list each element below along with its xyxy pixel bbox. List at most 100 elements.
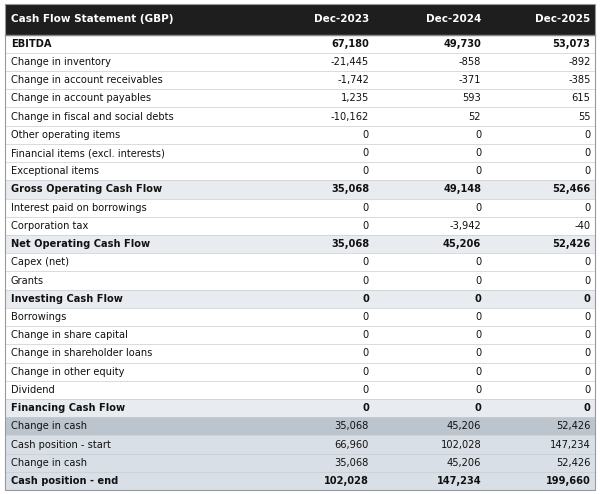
Bar xyxy=(5,381,595,399)
Text: 52: 52 xyxy=(469,112,481,122)
Text: 67,180: 67,180 xyxy=(331,39,369,49)
Bar xyxy=(5,162,595,180)
Bar xyxy=(5,308,595,326)
Text: Change in cash: Change in cash xyxy=(11,458,87,468)
Bar xyxy=(5,125,595,144)
Text: 0: 0 xyxy=(584,257,590,267)
Bar xyxy=(5,89,595,108)
Text: -1,742: -1,742 xyxy=(337,75,369,85)
Text: 0: 0 xyxy=(584,403,590,413)
Text: 53,073: 53,073 xyxy=(553,39,590,49)
Text: 0: 0 xyxy=(475,148,481,158)
Bar xyxy=(5,326,595,344)
Bar xyxy=(5,435,595,453)
Text: Interest paid on borrowings: Interest paid on borrowings xyxy=(11,203,146,212)
Text: 102,028: 102,028 xyxy=(440,440,481,450)
Text: 0: 0 xyxy=(475,385,481,395)
Text: 0: 0 xyxy=(475,367,481,376)
Bar xyxy=(5,53,595,71)
Text: 0: 0 xyxy=(475,348,481,359)
Text: 35,068: 35,068 xyxy=(335,421,369,431)
Bar xyxy=(5,271,595,289)
Text: Dec-2023: Dec-2023 xyxy=(314,14,369,24)
Bar xyxy=(5,253,595,271)
Text: -40: -40 xyxy=(574,221,590,231)
Bar xyxy=(5,453,595,472)
Text: Corporation tax: Corporation tax xyxy=(11,221,88,231)
Text: 0: 0 xyxy=(363,276,369,286)
Text: 0: 0 xyxy=(584,294,590,304)
Bar xyxy=(5,472,595,490)
Text: 0: 0 xyxy=(475,294,481,304)
Text: Exceptional items: Exceptional items xyxy=(11,166,99,176)
Text: 0: 0 xyxy=(475,203,481,212)
Text: 0: 0 xyxy=(475,257,481,267)
Text: 0: 0 xyxy=(584,130,590,140)
Text: 52,466: 52,466 xyxy=(552,184,590,195)
Text: 0: 0 xyxy=(363,221,369,231)
Bar xyxy=(5,199,595,217)
Text: -371: -371 xyxy=(458,75,481,85)
Bar xyxy=(5,180,595,199)
Text: Dividend: Dividend xyxy=(11,385,55,395)
Text: 35,068: 35,068 xyxy=(335,458,369,468)
Text: 0: 0 xyxy=(584,330,590,340)
Text: Change in cash: Change in cash xyxy=(11,421,87,431)
Text: Change in account receivables: Change in account receivables xyxy=(11,75,163,85)
Text: 147,234: 147,234 xyxy=(550,440,590,450)
Text: 0: 0 xyxy=(584,367,590,376)
Text: Change in fiscal and social debts: Change in fiscal and social debts xyxy=(11,112,173,122)
Text: 0: 0 xyxy=(584,348,590,359)
Text: 0: 0 xyxy=(363,367,369,376)
Text: Investing Cash Flow: Investing Cash Flow xyxy=(11,294,122,304)
Text: 147,234: 147,234 xyxy=(437,476,481,486)
Text: 0: 0 xyxy=(584,276,590,286)
Bar xyxy=(5,71,595,89)
Text: 0: 0 xyxy=(475,166,481,176)
Text: -3,942: -3,942 xyxy=(449,221,481,231)
Text: 593: 593 xyxy=(463,93,481,103)
Text: -10,162: -10,162 xyxy=(331,112,369,122)
Text: 49,730: 49,730 xyxy=(443,39,481,49)
Text: 35,068: 35,068 xyxy=(331,184,369,195)
Text: 55: 55 xyxy=(578,112,590,122)
Bar xyxy=(5,344,595,363)
Text: -385: -385 xyxy=(568,75,590,85)
Bar xyxy=(5,289,595,308)
Text: 0: 0 xyxy=(584,385,590,395)
Text: 0: 0 xyxy=(363,330,369,340)
Text: 35,068: 35,068 xyxy=(331,239,369,249)
Text: 0: 0 xyxy=(363,203,369,212)
Text: 52,426: 52,426 xyxy=(556,458,590,468)
Text: 1,235: 1,235 xyxy=(341,93,369,103)
Bar xyxy=(5,399,595,417)
Text: 0: 0 xyxy=(475,276,481,286)
Text: Change in account payables: Change in account payables xyxy=(11,93,151,103)
Text: EBITDA: EBITDA xyxy=(11,39,52,49)
Text: -858: -858 xyxy=(459,57,481,67)
Bar xyxy=(5,235,595,253)
Text: -892: -892 xyxy=(568,57,590,67)
Text: Financial items (excl. interests): Financial items (excl. interests) xyxy=(11,148,164,158)
Text: 0: 0 xyxy=(362,403,369,413)
Text: 0: 0 xyxy=(363,130,369,140)
Text: 0: 0 xyxy=(362,294,369,304)
Text: Cash Flow Statement (GBP): Cash Flow Statement (GBP) xyxy=(11,14,173,24)
Text: Grants: Grants xyxy=(11,276,44,286)
Text: 0: 0 xyxy=(584,148,590,158)
Text: 52,426: 52,426 xyxy=(552,239,590,249)
Text: 52,426: 52,426 xyxy=(556,421,590,431)
Text: 0: 0 xyxy=(363,385,369,395)
Text: Cash position - end: Cash position - end xyxy=(11,476,118,486)
Text: Gross Operating Cash Flow: Gross Operating Cash Flow xyxy=(11,184,162,195)
Text: Borrowings: Borrowings xyxy=(11,312,66,322)
Bar xyxy=(5,144,595,162)
Bar xyxy=(5,35,595,53)
Text: 66,960: 66,960 xyxy=(335,440,369,450)
Text: 0: 0 xyxy=(584,312,590,322)
Text: 102,028: 102,028 xyxy=(324,476,369,486)
Text: Change in other equity: Change in other equity xyxy=(11,367,124,376)
Text: Dec-2025: Dec-2025 xyxy=(535,14,590,24)
Bar xyxy=(5,108,595,125)
Text: Financing Cash Flow: Financing Cash Flow xyxy=(11,403,125,413)
